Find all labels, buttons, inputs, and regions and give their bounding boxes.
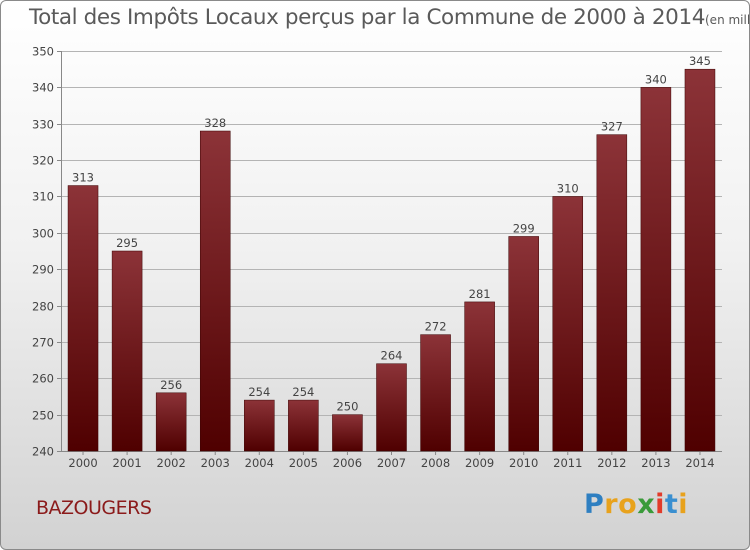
- data-label-2000: 313: [72, 171, 94, 185]
- y-tick-label: 310: [32, 190, 54, 204]
- data-label-2014: 345: [689, 54, 711, 68]
- logo-letter: i: [655, 489, 665, 520]
- bar-2003: [199, 130, 231, 452]
- x-tick-label-2013: 2013: [641, 456, 670, 470]
- chart-title: Total des Impôts Locaux perçus par la Co…: [29, 5, 750, 30]
- bar-2010: [508, 236, 539, 452]
- data-label-2009: 281: [469, 287, 491, 301]
- y-tick-label: 330: [32, 118, 54, 132]
- x-tick-label-2007: 2007: [377, 456, 406, 470]
- logo-letter: P: [584, 489, 605, 520]
- x-tick-label-2004: 2004: [245, 456, 274, 470]
- bar-2006: [332, 414, 363, 452]
- y-tick-label: 240: [32, 445, 54, 459]
- x-tick-label-2011: 2011: [553, 456, 582, 470]
- axes: 240 250 260 270 280 290 300 310 320 330 340 350 2000…: [32, 45, 722, 470]
- bar-2004: [244, 399, 275, 452]
- data-label-2002: 256: [160, 378, 182, 392]
- y-tick-label: 300: [32, 227, 54, 241]
- data-label-2005: 254: [292, 385, 314, 399]
- x-tick-label-2000: 2000: [68, 456, 97, 470]
- logo-letter: x: [637, 489, 656, 520]
- data-label-2003: 328: [204, 116, 226, 130]
- x-tick-label-2005: 2005: [289, 456, 318, 470]
- x-tick-label-2003: 2003: [201, 456, 230, 470]
- logo-letter: o: [618, 489, 638, 520]
- bars: [67, 68, 716, 452]
- data-label-2001: 295: [116, 236, 138, 250]
- bar-2014: [684, 68, 716, 452]
- logo-letter: r: [604, 489, 619, 520]
- data-label-2006: 250: [336, 400, 358, 414]
- data-label-2011: 310: [557, 181, 579, 195]
- bar-2009: [464, 301, 495, 452]
- y-tick-label: 250: [32, 409, 54, 423]
- data-label-2010: 299: [513, 221, 535, 235]
- data-labels: 313 295 256 328 254 254 250 264 272 281 299 310 327 3…: [72, 54, 711, 413]
- y-tick-label: 350: [32, 45, 54, 59]
- x-tick-label-2001: 2001: [112, 456, 141, 470]
- bar-2005: [288, 399, 319, 452]
- y-tick-label: 270: [32, 336, 54, 350]
- y-tick-label: 340: [32, 81, 54, 95]
- chart-title-main: Total des Impôts Locaux perçus par la Co…: [29, 5, 705, 30]
- data-label-2012: 327: [601, 120, 623, 134]
- commune-name: BAZOUGERS: [36, 497, 152, 519]
- x-tick-label-2002: 2002: [157, 456, 186, 470]
- x-tick-label-2009: 2009: [465, 456, 494, 470]
- bar-2008: [420, 334, 451, 452]
- bar-2007: [376, 363, 407, 452]
- x-tick-label-2014: 2014: [685, 456, 714, 470]
- bar-2012: [596, 134, 628, 452]
- data-label-2013: 340: [645, 72, 667, 86]
- data-label-2007: 264: [381, 349, 403, 363]
- x-tick-label-2008: 2008: [421, 456, 450, 470]
- y-tick-label: 280: [32, 300, 54, 314]
- logo-letter: t: [664, 489, 679, 520]
- data-label-2008: 272: [425, 320, 447, 334]
- x-tick-label-2006: 2006: [333, 456, 362, 470]
- proxiti-logo: Proxiti: [584, 489, 688, 520]
- y-tick-label: 260: [32, 372, 54, 386]
- bar-2000: [67, 185, 99, 452]
- y-tick-label: 290: [32, 263, 54, 277]
- data-label-2004: 254: [248, 385, 270, 399]
- bar-2002: [155, 392, 187, 452]
- x-tick-label-2010: 2010: [509, 456, 538, 470]
- y-tick-label: 320: [32, 154, 54, 168]
- bar-2001: [111, 250, 143, 452]
- bar-2011: [552, 196, 584, 452]
- bar-2013: [640, 87, 672, 452]
- x-tick-label-2012: 2012: [597, 456, 626, 470]
- chart-title-unit: (en milliers d'€): [705, 13, 750, 27]
- logo-letter: i: [678, 489, 689, 520]
